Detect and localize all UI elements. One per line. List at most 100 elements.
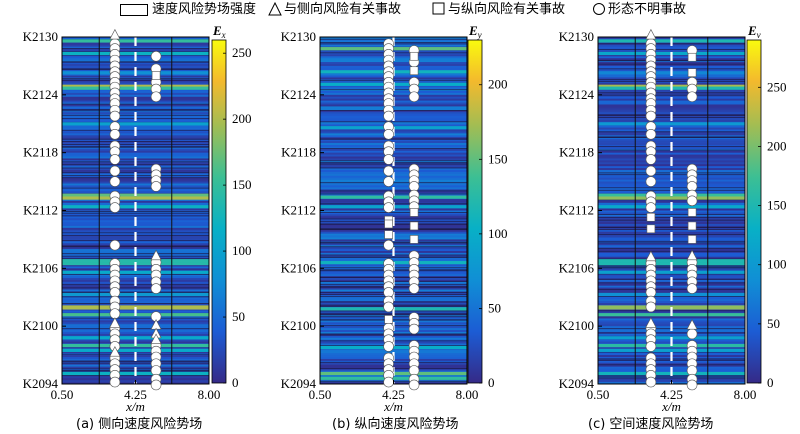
accident-unknown-marker	[408, 91, 420, 103]
heatmap-dark-line	[62, 246, 209, 248]
heatmap-dark-line	[62, 47, 209, 49]
accident-unknown-marker	[383, 301, 394, 313]
accident-unknown-marker	[645, 129, 657, 140]
heatmap-band	[62, 289, 209, 292]
heatmap-dark-line	[62, 79, 209, 81]
heatmap-dark-line	[320, 242, 467, 244]
heatmap-band	[62, 316, 209, 319]
heatmap-band	[320, 77, 467, 80]
heatmap-hot-band	[62, 348, 209, 352]
heatmap-dark-line	[598, 136, 745, 138]
heatmap-band	[320, 316, 467, 319]
y-tick-label: K2100	[559, 318, 594, 333]
colorbar-tick-label: 200	[232, 111, 252, 126]
accident-longitudinal-marker	[409, 66, 419, 76]
x-tick-label: 4.25	[660, 387, 683, 402]
heatmap-dark-line	[598, 227, 745, 229]
heatmap-band	[320, 50, 467, 53]
legend-lateral-label: 与侧向风险有关事故	[284, 2, 402, 17]
colorbar-tick-label: 100	[767, 257, 787, 272]
accident-unknown-marker	[150, 181, 162, 192]
heatmap-dark-line	[320, 121, 467, 123]
heatmap-band	[62, 241, 209, 244]
heatmap-band	[598, 119, 745, 123]
accident-unknown-marker	[150, 379, 162, 391]
heatmap-band	[62, 119, 209, 123]
circle-marker-icon	[593, 3, 605, 15]
heatmap-dark-line	[62, 362, 209, 364]
colorbar-tick-label: 50	[488, 300, 501, 315]
heatmap-band	[598, 285, 745, 288]
accident-unknown-marker	[408, 323, 420, 335]
heatmap-band	[320, 320, 467, 323]
heatmap-band	[598, 168, 745, 171]
heatmap-band	[320, 330, 467, 333]
heatmap-band	[62, 152, 209, 155]
y-tick-label: K2094	[23, 376, 59, 391]
heatmap-band	[598, 150, 745, 153]
heatmap-band	[598, 378, 745, 381]
accident-unknown-marker	[645, 341, 657, 352]
heatmap-band	[598, 139, 745, 142]
heatmap-band	[598, 110, 745, 113]
heatmap-band	[62, 225, 209, 229]
heatmap-band	[62, 333, 209, 337]
heatmap-dark-line	[62, 303, 209, 304]
heatmap-band	[598, 320, 745, 323]
heatmap-band	[62, 198, 209, 202]
heatmap-band	[62, 166, 209, 169]
heatmap-band	[598, 135, 745, 138]
heatmap-dark-line	[62, 61, 209, 63]
heatmap-band	[598, 360, 745, 364]
heatmap-dark-line	[598, 199, 745, 201]
heatmap-band	[320, 210, 467, 213]
heatmap-band	[62, 360, 209, 364]
accident-unknown-marker	[645, 110, 657, 122]
heatmap-band	[320, 139, 467, 142]
heatmap-band	[320, 225, 467, 229]
colorbar-label: Ex	[212, 23, 226, 40]
heatmap-dark-line	[598, 288, 745, 290]
y-tick-label: K2124	[281, 87, 317, 102]
caption-a: (a) 侧向速度风险势场	[76, 417, 203, 432]
heatmap-dark-line	[598, 214, 745, 215]
heatmap-band	[598, 185, 745, 188]
heatmap-dark-line	[598, 94, 745, 96]
heatmap-band	[62, 48, 209, 51]
heatmap-band	[62, 331, 209, 335]
heatmap-dark-line	[598, 63, 745, 65]
heatmap-dark-line	[62, 287, 209, 289]
accident-unknown-marker	[109, 129, 121, 140]
accident-unknown-marker	[109, 165, 121, 177]
heatmap-band	[62, 154, 209, 157]
accident-lateral-marker	[109, 346, 121, 357]
accident-unknown-marker	[109, 202, 121, 213]
heatmap-band	[598, 50, 745, 53]
heatmap-band	[320, 349, 467, 352]
accident-longitudinal-marker	[409, 235, 419, 244]
x-tick-label: 4.25	[382, 387, 405, 402]
heatmap-band	[62, 347, 209, 350]
heatmap-band	[320, 106, 467, 109]
heatmap-dark-line	[62, 215, 209, 217]
accident-unknown-marker	[109, 110, 121, 122]
heatmap-dark-line	[62, 360, 209, 362]
colorbar-tick-label: 150	[767, 198, 787, 213]
heatmap-band	[320, 287, 467, 290]
heatmap-band	[320, 364, 467, 367]
y-tick-label: K2118	[23, 145, 58, 160]
accident-unknown-marker	[383, 176, 394, 187]
accident-unknown-marker	[109, 154, 121, 165]
heatmap-band	[62, 46, 209, 49]
accident-lateral-marker	[150, 333, 162, 344]
y-tick-label: K2112	[559, 203, 594, 218]
heatmap-band	[598, 256, 745, 259]
colorbar	[211, 39, 227, 384]
accident-longitudinal-marker	[151, 71, 161, 80]
heatmap-hot-band	[320, 376, 467, 380]
heatmap-band	[598, 274, 745, 277]
heatmap-band	[320, 214, 467, 217]
accident-longitudinal-marker	[646, 224, 656, 234]
heatmap-dark-line	[598, 273, 745, 275]
